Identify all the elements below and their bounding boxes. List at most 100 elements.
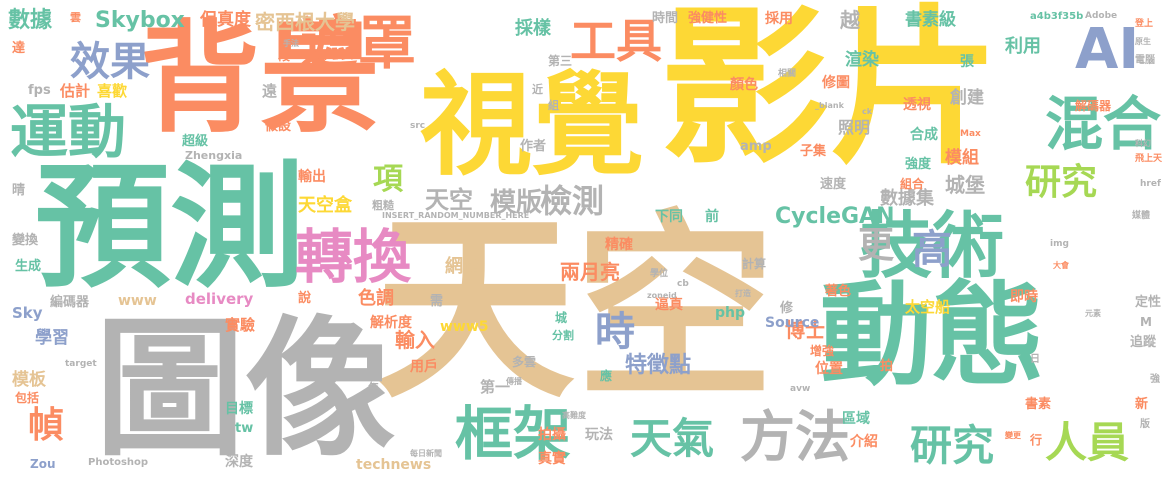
word-子集: 子集 [800,145,826,158]
word-逼真: 逼真 [655,298,683,312]
word-cb: cb [677,280,689,289]
word-喜歡: 喜歡 [97,84,127,99]
word-adobe: Adobe [1085,12,1117,21]
word-數據集: 數據集 [880,190,934,208]
word-zoneid: zoneid [647,292,677,300]
word-科幻: 科幻 [1135,140,1151,148]
word-研究-1: 研究 [1025,165,1097,201]
word-行: 行 [1030,434,1042,446]
word-輸出: 輸出 [298,170,326,184]
word-組: 組 [548,100,559,111]
word-photoshop: Photoshop [88,458,148,468]
word-delivery: delivery [185,292,253,307]
word-網路: 網路 [445,258,481,276]
word-解析度: 解析度 [370,316,412,330]
word-更: 更 [858,228,894,264]
word-編碼器: 編碼器 [50,296,89,309]
word-段: 段 [278,50,290,62]
word-張: 張 [960,55,974,69]
word-深度: 深度 [225,455,253,469]
word-zou: Zou [30,458,56,470]
word-www: www [118,294,157,308]
word-晴: 晴 [12,184,25,197]
word-研究-2: 研究 [910,425,994,467]
word-版: 版 [1140,420,1150,430]
word-增強: 增強 [810,345,834,357]
word-高難度: 高難度 [562,412,586,420]
word-介紹: 介紹 [850,435,878,449]
word-特徵點: 特徵點 [625,355,691,377]
word-幀: 幀 [28,408,64,444]
word-amp: amp [740,140,772,153]
word-每日新聞: 每日新聞 [410,450,442,458]
word-天空-small: 天空 [425,188,473,212]
word-實驗: 實驗 [225,318,255,333]
word-用戶: 用戶 [410,360,438,374]
word-定性: 定性 [1135,296,1161,309]
word-www5: www5 [440,320,489,334]
word-精確: 精確 [605,238,633,252]
word-城: 城 [555,312,567,324]
word-模組: 模組 [945,150,979,167]
word-假設: 假設 [265,120,291,133]
word-php: php [715,306,745,320]
word-大會: 大會 [1053,262,1069,270]
word-雲: 雲 [70,12,81,23]
word-遠: 遠 [262,84,277,99]
word-玩法: 玩法 [585,428,613,442]
word-打造: 打造 [735,290,751,298]
word-輸入: 輸入 [395,330,435,350]
word-強健性: 強健性 [688,12,727,25]
word-zhengxia: Zhengxia [185,150,242,161]
word-href: href [1140,180,1161,189]
word-元素: 元素 [1085,310,1101,318]
word-色調: 色調 [358,290,394,308]
word-應: 應 [600,370,612,382]
word-渲染: 渲染 [845,52,879,69]
word-密西根大學: 密西根大學 [255,12,355,32]
word-電腦: 電腦 [1135,56,1155,66]
word-blank: _blank [815,102,844,110]
word-AI: AI [1075,22,1139,78]
word-修圖: 修圖 [822,76,850,90]
word-insert-random: INSERT_RANDOM_NUMBER_HERE [382,212,529,220]
word-fps: fps [28,84,51,97]
word-m: M [1140,316,1152,328]
word-分割: 分割 [552,330,574,341]
word-手法: 手法 [283,40,299,48]
word-說: 說 [298,292,311,305]
word-多雲: 多雲 [512,356,536,368]
word-超級: 超級 [182,135,208,148]
word-img: img [1050,240,1069,249]
word-採用: 採用 [765,12,793,26]
word-人員: 人員 [1045,422,1129,464]
word-拍攝: 拍攝 [538,428,566,442]
word-目標: 目標 [225,402,253,416]
word-真實: 真實 [538,452,566,466]
word-強度: 強度 [905,158,931,171]
word-估計: 估計 [60,84,90,99]
word-skybox: Skybox [95,10,185,32]
word-媒體: 媒體 [1132,212,1150,221]
word-照明: 照明 [838,120,870,136]
word-包括: 包括 [15,392,39,404]
word-a4b3f35b: a4b3f35b [1030,12,1083,22]
word-生成: 生成 [15,260,41,273]
word-採樣: 採樣 [515,20,551,38]
word-登上: 登上 [1135,20,1153,29]
word-新: 新 [1135,398,1148,411]
word-時間: 時間 [652,12,678,25]
word-學位: 學位 [650,270,668,279]
word-合成: 合成 [910,128,938,142]
word-兩月亮: 兩月亮 [560,262,620,282]
word-追蹤: 追蹤 [1130,336,1156,349]
word-強-small: 強 [1150,375,1160,385]
word-需: 需 [430,295,443,308]
word-達: 達 [12,42,25,55]
word-數據: 數據 [8,10,52,32]
word-預測: 預測 [35,160,305,295]
word-區域: 區域 [842,412,870,426]
word-變更: 變更 [1005,432,1021,440]
word-src: src [410,122,425,131]
word-sky: Sky [12,306,43,321]
